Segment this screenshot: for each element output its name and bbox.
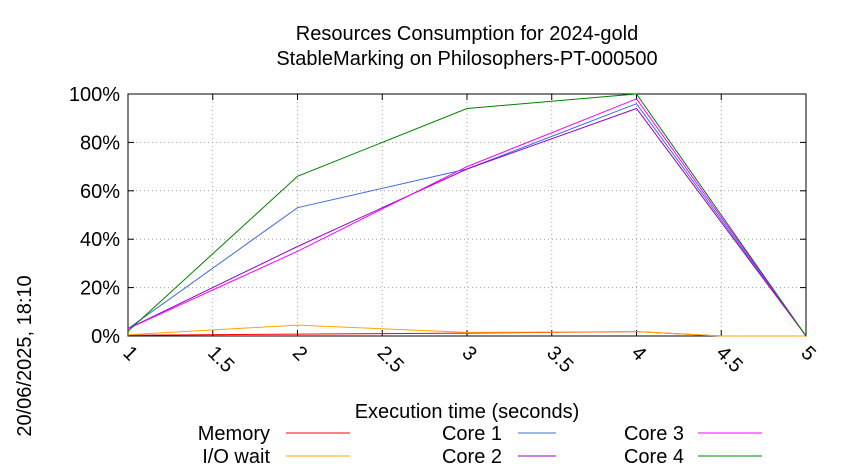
timestamp-label: 20/06/2025, 18:10 — [14, 275, 36, 436]
x-tick-label: 4.5 — [712, 342, 747, 377]
legend-label: Core 3 — [624, 423, 684, 445]
x-tick-label: 1 — [118, 342, 141, 365]
x-tick-label: 1.5 — [203, 342, 238, 377]
y-tick-label: 100% — [69, 84, 120, 106]
y-tick-label: 60% — [80, 181, 120, 203]
series-line-core-2 — [127, 107, 807, 337]
x-axis-label: Execution time (seconds) — [355, 401, 580, 423]
series-line-core-3 — [127, 98, 807, 337]
x-tick-label: 3 — [457, 342, 480, 365]
series-line-i-o-wait — [127, 324, 806, 337]
legend-label: Core 4 — [624, 446, 684, 468]
y-tick-label: 20% — [80, 278, 120, 300]
y-tick-label: 80% — [80, 132, 120, 154]
x-tick-label: 4 — [627, 342, 650, 365]
y-tick-label: 40% — [80, 229, 120, 251]
grid — [127, 93, 807, 337]
legend-label: Core 2 — [442, 446, 502, 468]
x-tick-label: 2 — [288, 342, 311, 365]
x-tick-label: 2.5 — [373, 342, 408, 377]
chart-title-line-1: Resources Consumption for 2024-gold — [296, 23, 638, 45]
x-tick-label: 5 — [796, 342, 819, 365]
legend-label: Core 1 — [442, 423, 502, 445]
legend-label: Memory — [198, 423, 270, 445]
x-tick-label: 3.5 — [542, 342, 577, 377]
series-lines — [127, 93, 807, 337]
series-line-core-4 — [127, 93, 807, 337]
y-axis-ticks: 0% 20% 40% 60% 80% 100% — [69, 84, 806, 348]
legend-label: I/O wait — [202, 446, 270, 468]
y-tick-label: 0% — [91, 326, 120, 348]
chart-title-line-2: StableMarking on Philosophers-PT-000500 — [276, 48, 657, 70]
